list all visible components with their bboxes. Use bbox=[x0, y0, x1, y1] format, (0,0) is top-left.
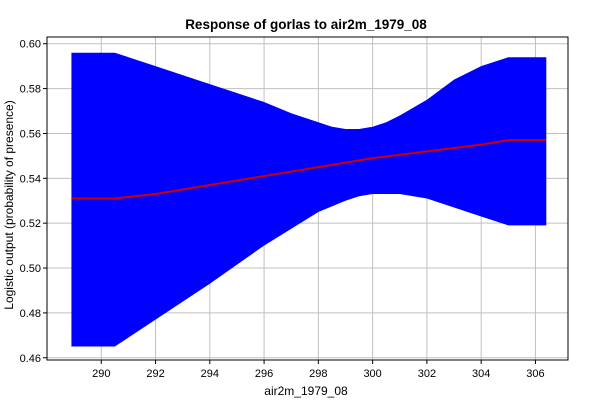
y-tick-label: 0.50 bbox=[20, 263, 41, 275]
x-tick-label: 290 bbox=[92, 368, 110, 380]
x-axis-label: air2m_1979_08 bbox=[264, 384, 348, 398]
x-tick-label: 304 bbox=[472, 368, 490, 380]
mean-response-polyline bbox=[71, 139, 547, 200]
x-tick-label: 302 bbox=[418, 368, 436, 380]
x-tick-label: 300 bbox=[363, 368, 381, 380]
x-axis-ticks: 290 292 294 296 298 300 302 304 306 bbox=[92, 360, 545, 380]
y-tick-label: 0.58 bbox=[20, 84, 41, 96]
y-axis-ticks: 0.46 0.48 0.50 0.52 0.54 0.56 0.58 0.60 bbox=[20, 39, 47, 365]
y-axis-label: Logistic output (probability of presence… bbox=[2, 100, 16, 309]
y-tick-label: 0.48 bbox=[20, 308, 41, 320]
confidence-band-area bbox=[71, 52, 547, 347]
x-tick-label: 294 bbox=[201, 368, 219, 380]
x-tick-label: 296 bbox=[255, 368, 273, 380]
y-tick-label: 0.56 bbox=[20, 128, 41, 140]
x-tick-label: 292 bbox=[146, 368, 164, 380]
confidence-band bbox=[71, 52, 547, 347]
x-tick-label: 306 bbox=[526, 368, 544, 380]
y-tick-label: 0.60 bbox=[20, 39, 41, 51]
y-tick-label: 0.46 bbox=[20, 353, 41, 365]
y-tick-label: 0.54 bbox=[20, 173, 41, 185]
plot-frame bbox=[46, 36, 569, 361]
mean-response-line bbox=[71, 139, 547, 200]
chart-title: Response of gorlas to air2m_1979_08 bbox=[185, 17, 427, 32]
x-tick-label: 298 bbox=[309, 368, 327, 380]
y-tick-label: 0.52 bbox=[20, 218, 41, 230]
